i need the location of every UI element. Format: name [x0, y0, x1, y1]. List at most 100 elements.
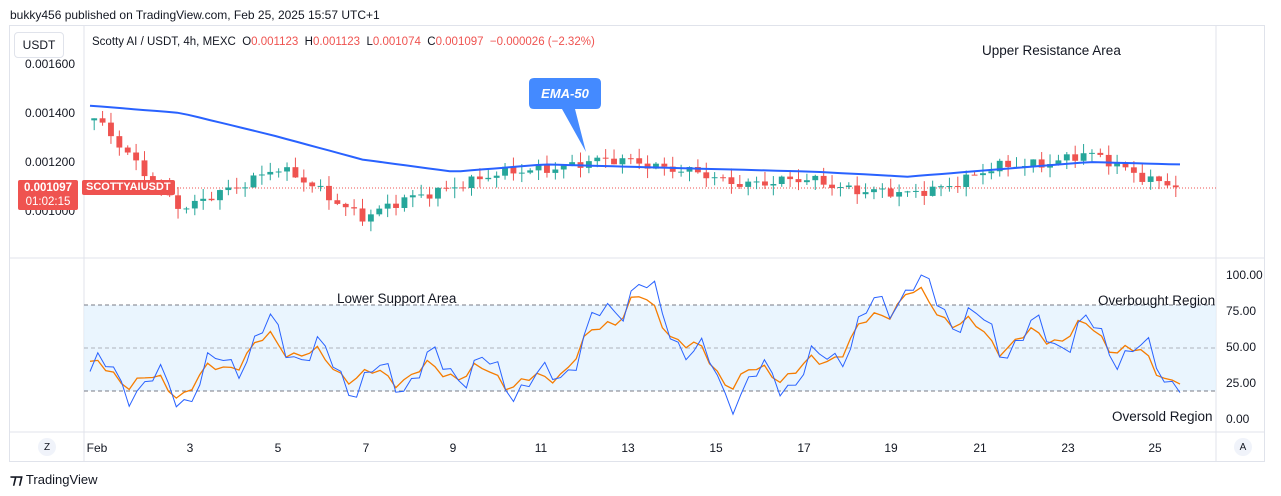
candle-body[interactable]: [409, 195, 416, 198]
candle-body[interactable]: [929, 186, 936, 196]
candle-body[interactable]: [326, 185, 332, 201]
candle-body[interactable]: [476, 176, 483, 180]
candle-body[interactable]: [1005, 160, 1012, 167]
candle-body[interactable]: [267, 171, 274, 175]
tradingview-logo[interactable]: ⁊⁊ TradingView: [10, 471, 97, 488]
candle-body[interactable]: [208, 198, 215, 201]
candle-body[interactable]: [720, 177, 726, 179]
candle-body[interactable]: [812, 175, 819, 181]
candle-body[interactable]: [1097, 152, 1104, 155]
candle-body[interactable]: [108, 122, 114, 137]
candle-body[interactable]: [1172, 185, 1179, 188]
candle-body[interactable]: [661, 163, 668, 167]
candle-body[interactable]: [762, 181, 768, 186]
candle-body[interactable]: [451, 187, 458, 189]
candle-body[interactable]: [292, 167, 299, 178]
candle-body[interactable]: [393, 203, 399, 208]
candle-body[interactable]: [1122, 163, 1129, 168]
candle-body[interactable]: [527, 170, 534, 173]
stoch-axis[interactable]: 100.00 75.00 50.00 25.00 0.00: [1226, 268, 1263, 426]
candle-body[interactable]: [569, 162, 576, 166]
candle-body[interactable]: [183, 208, 190, 210]
candle-body[interactable]: [443, 187, 450, 189]
candle-body[interactable]: [963, 174, 970, 188]
candlesticks[interactable]: [91, 110, 1179, 232]
candle-body[interactable]: [954, 186, 961, 188]
candle-body[interactable]: [1030, 159, 1037, 166]
candle-body[interactable]: [552, 169, 559, 173]
candle-body[interactable]: [854, 185, 861, 195]
candle-body[interactable]: [711, 177, 718, 179]
candle-body[interactable]: [862, 192, 869, 195]
candle-body[interactable]: [1080, 153, 1087, 161]
candle-body[interactable]: [585, 161, 592, 168]
ema-50-line[interactable]: [89, 104, 1181, 178]
left-corner-button[interactable]: Z: [38, 438, 56, 456]
candle-body[interactable]: [116, 136, 123, 148]
candle-body[interactable]: [493, 175, 500, 178]
candle-body[interactable]: [904, 191, 911, 193]
candle-body[interactable]: [879, 188, 886, 190]
candle-body[interactable]: [602, 157, 609, 159]
candle-body[interactable]: [510, 166, 517, 174]
candle-body[interactable]: [99, 118, 106, 123]
candle-body[interactable]: [745, 181, 752, 187]
candle-body[interactable]: [250, 175, 257, 188]
candle-body[interactable]: [1072, 154, 1079, 161]
candle-body[interactable]: [233, 187, 240, 189]
candle-body[interactable]: [309, 182, 316, 187]
candle-body[interactable]: [435, 187, 441, 199]
candle-body[interactable]: [703, 172, 710, 179]
candle-body[interactable]: [141, 160, 148, 177]
candle-body[interactable]: [1156, 176, 1162, 182]
candle-body[interactable]: [384, 203, 391, 209]
candle-body[interactable]: [837, 187, 844, 189]
candle-body[interactable]: [468, 176, 475, 189]
candle-body[interactable]: [284, 167, 290, 172]
candle-body[interactable]: [787, 176, 794, 180]
candle-body[interactable]: [351, 207, 358, 209]
candle-body[interactable]: [694, 167, 701, 173]
candle-body[interactable]: [91, 118, 98, 121]
candle-body[interactable]: [242, 187, 249, 189]
candle-body[interactable]: [200, 198, 207, 201]
candle-body[interactable]: [1147, 176, 1154, 182]
candle-body[interactable]: [921, 190, 928, 196]
candle-body[interactable]: [535, 165, 542, 171]
candle-body[interactable]: [938, 186, 944, 188]
candle-body[interactable]: [1139, 172, 1146, 182]
candle-body[interactable]: [594, 157, 601, 162]
candle-body[interactable]: [418, 194, 425, 196]
candle-body[interactable]: [275, 171, 282, 173]
stoch-k-line[interactable]: [89, 274, 1181, 416]
candle-body[interactable]: [1055, 160, 1062, 165]
candle-body[interactable]: [367, 214, 374, 222]
candle-body[interactable]: [678, 171, 685, 173]
candle-body[interactable]: [124, 147, 131, 153]
candle-body[interactable]: [1114, 163, 1121, 167]
candle-body[interactable]: [485, 177, 492, 180]
candle-body[interactable]: [627, 158, 634, 160]
candle-body[interactable]: [460, 187, 467, 189]
candle-body[interactable]: [829, 184, 835, 189]
candle-body[interactable]: [803, 180, 810, 183]
candle-body[interactable]: [133, 152, 140, 161]
candle-body[interactable]: [636, 158, 643, 164]
candle-body[interactable]: [1089, 152, 1095, 154]
candle-body[interactable]: [191, 200, 198, 209]
candle-body[interactable]: [1038, 159, 1045, 168]
candle-body[interactable]: [736, 184, 743, 187]
candle-body[interactable]: [946, 186, 953, 188]
symbol-title[interactable]: Scotty AI / USDT, 4h, MEXC: [92, 36, 236, 48]
candle-body[interactable]: [376, 208, 383, 215]
candle-body[interactable]: [912, 190, 919, 192]
last-price-badge[interactable]: 0.001097 01:02:15: [18, 180, 78, 210]
candle-body[interactable]: [653, 163, 659, 169]
candle-body[interactable]: [728, 177, 735, 185]
candle-body[interactable]: [225, 187, 232, 191]
stoch-d-line[interactable]: [89, 286, 1181, 399]
currency-selector-button[interactable]: USDT: [14, 32, 64, 58]
candle-body[interactable]: [996, 160, 1003, 172]
candle-body[interactable]: [896, 192, 903, 197]
